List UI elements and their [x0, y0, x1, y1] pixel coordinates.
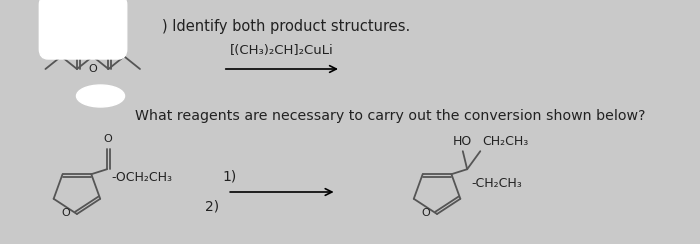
- Text: 1): 1): [223, 169, 237, 183]
- Text: O: O: [104, 31, 113, 41]
- Ellipse shape: [76, 85, 125, 107]
- Text: O: O: [88, 64, 97, 74]
- Text: O: O: [73, 31, 81, 41]
- Text: [(CH₃)₂CH]₂CuLi: [(CH₃)₂CH]₂CuLi: [230, 44, 334, 57]
- Text: 2): 2): [205, 199, 220, 213]
- Text: What reagents are necessary to carry out the conversion shown below?: What reagents are necessary to carry out…: [136, 109, 646, 123]
- Text: -OCH₂CH₃: -OCH₂CH₃: [111, 171, 172, 184]
- Text: -CH₂CH₃: -CH₂CH₃: [472, 177, 522, 190]
- Text: ) Identify both product structures.: ) Identify both product structures.: [162, 19, 410, 34]
- Text: O: O: [104, 134, 112, 144]
- Text: O: O: [421, 208, 430, 218]
- Text: CH₂CH₃: CH₂CH₃: [482, 135, 528, 148]
- Text: O: O: [61, 208, 70, 218]
- Text: HO: HO: [452, 135, 472, 148]
- FancyBboxPatch shape: [39, 0, 127, 59]
